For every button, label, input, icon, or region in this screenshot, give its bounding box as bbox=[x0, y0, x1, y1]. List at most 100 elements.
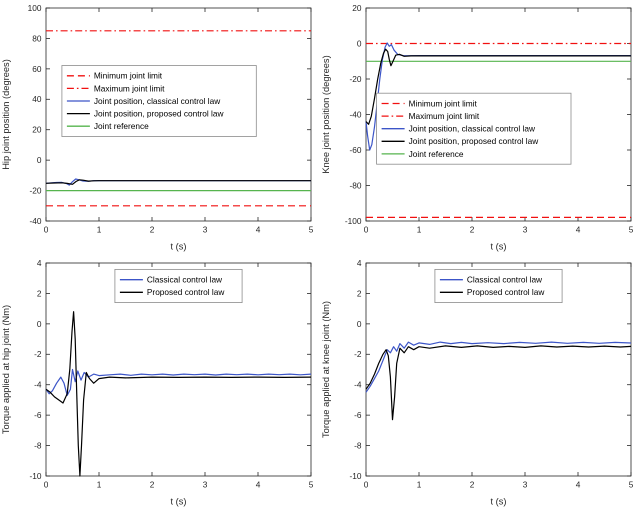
legend-label-proposed-control-law: Proposed control law bbox=[147, 287, 225, 297]
y-tick-label: 20 bbox=[32, 125, 42, 135]
y-tick-label: -20 bbox=[350, 74, 362, 84]
x-tick-label: 5 bbox=[309, 480, 314, 490]
y-tick-label: -100 bbox=[345, 216, 362, 226]
x-tick-label: 3 bbox=[203, 480, 208, 490]
y-tick-label: 4 bbox=[37, 258, 42, 268]
y-tick-label: 60 bbox=[32, 64, 42, 74]
legend-label-joint-position-classical-control-law: Joint position, classical control law bbox=[409, 124, 536, 134]
hip-position-chart: 0 1 2 3 4 5 -40 -20 0 20 40 60 80 100 t (s) Hip joint p… bbox=[0, 0, 320, 255]
legend-label-maximum-joint-limit: Maximum joint limit bbox=[94, 83, 165, 93]
y-tick-label: -6 bbox=[34, 410, 42, 420]
y-axis-label: Hip joint position (degrees) bbox=[1, 59, 11, 170]
legend-box bbox=[434, 268, 563, 303]
hip-torque-panel: 0 1 2 3 4 5 -10 -8 -6 -4 -2 0 2 4 t (s) Torque applied … bbox=[0, 255, 320, 510]
y-tick-label: 2 bbox=[37, 288, 42, 298]
tick-marks bbox=[45, 262, 312, 477]
legend-label-proposed-control-law: Proposed control law bbox=[467, 287, 545, 297]
y-axis-label: Knee joint position (degrees) bbox=[321, 55, 331, 173]
legend-box bbox=[376, 92, 572, 165]
y-tick-label: 0 bbox=[37, 155, 42, 165]
x-tick-label: 0 bbox=[44, 480, 49, 490]
y-tick-label: -60 bbox=[350, 145, 362, 155]
legend-label-joint-reference: Joint reference bbox=[94, 121, 149, 131]
legend-label-minimum-joint-limit: Minimum joint limit bbox=[94, 71, 163, 81]
x-tick-label: 0 bbox=[364, 480, 369, 490]
y-tick-label: -6 bbox=[354, 410, 362, 420]
hip-position-panel: 0 1 2 3 4 5 -40 -20 0 20 40 60 80 100 t (s) Hip joint p… bbox=[0, 0, 320, 255]
x-tick-label: 2 bbox=[150, 225, 155, 235]
legend-label-joint-position-proposed-control-law: Joint position, proposed control law bbox=[409, 136, 540, 146]
y-tick-label: 4 bbox=[357, 258, 362, 268]
x-tick-label: 4 bbox=[576, 480, 581, 490]
x-tick-label: 1 bbox=[97, 225, 102, 235]
x-tick-label: 2 bbox=[150, 480, 155, 490]
x-tick-label: 1 bbox=[417, 480, 422, 490]
legend: Minimum joint limit Maximum joint limit Jo… bbox=[61, 65, 257, 137]
y-tick-label: 2 bbox=[357, 288, 362, 298]
x-tick-label: 0 bbox=[364, 225, 369, 235]
y-axis-label: Torque applied at hip joint (Nm) bbox=[1, 305, 11, 434]
knee-position-chart: 0 1 2 3 4 5 -100 -80 -60 -40 -20 0 20 t (s) Knee joint… bbox=[320, 0, 640, 255]
y-tick-label: -2 bbox=[34, 349, 42, 359]
series-classical-control-law bbox=[365, 341, 632, 393]
x-axis-label: t (s) bbox=[170, 497, 186, 507]
legend: Classical control law Proposed control la… bbox=[434, 268, 563, 303]
series-joint-position-proposed-control-law bbox=[45, 179, 311, 185]
x-tick-label: 1 bbox=[97, 480, 102, 490]
y-tick-label: -8 bbox=[354, 440, 362, 450]
y-tick-label: -10 bbox=[350, 471, 362, 481]
knee-torque-panel: 0 1 2 3 4 5 -10 -8 -6 -4 -2 0 2 4 t (s) Torque applied … bbox=[320, 255, 640, 510]
x-tick-label: 3 bbox=[523, 225, 528, 235]
x-tick-label: 5 bbox=[309, 225, 314, 235]
x-axis-label: t (s) bbox=[490, 242, 506, 252]
x-tick-label: 5 bbox=[629, 225, 634, 235]
x-tick-label: 3 bbox=[203, 225, 208, 235]
legend-label-joint-position-classical-control-law: Joint position, classical control law bbox=[94, 96, 221, 106]
series-joint-position-proposed-control-law bbox=[365, 48, 631, 125]
x-tick-label: 2 bbox=[470, 480, 475, 490]
y-tick-label: -40 bbox=[350, 109, 362, 119]
legend: Minimum joint limit Maximum joint limit Jo… bbox=[376, 92, 572, 165]
knee-torque-chart: 0 1 2 3 4 5 -10 -8 -6 -4 -2 0 2 4 t (s) Torque applied … bbox=[320, 255, 640, 510]
knee-position-panel: 0 1 2 3 4 5 -100 -80 -60 -40 -20 0 20 t (s) Knee joint… bbox=[320, 0, 640, 255]
x-tick-label: 3 bbox=[523, 480, 528, 490]
y-tick-label: -40 bbox=[30, 216, 42, 226]
legend-label-minimum-joint-limit: Minimum joint limit bbox=[409, 98, 478, 108]
y-tick-label: -20 bbox=[30, 185, 42, 195]
y-tick-label: 40 bbox=[32, 94, 42, 104]
x-tick-label: 2 bbox=[470, 225, 475, 235]
x-tick-label: 4 bbox=[576, 225, 581, 235]
y-tick-label: 80 bbox=[32, 33, 42, 43]
y-tick-label: 20 bbox=[352, 3, 362, 13]
y-tick-label: -4 bbox=[354, 380, 362, 390]
y-tick-label: 100 bbox=[28, 3, 42, 13]
y-tick-label: -2 bbox=[354, 349, 362, 359]
legend-label-maximum-joint-limit: Maximum joint limit bbox=[409, 111, 480, 121]
y-tick-label: -10 bbox=[30, 471, 42, 481]
x-tick-label: 4 bbox=[256, 480, 261, 490]
x-axis-label: t (s) bbox=[170, 242, 186, 252]
y-axis-label: Torque applied at knee joint (Nm) bbox=[321, 301, 331, 438]
legend-label-joint-reference: Joint reference bbox=[409, 149, 464, 159]
y-tick-label: 0 bbox=[37, 319, 42, 329]
legend-box bbox=[114, 268, 243, 303]
hip-torque-chart: 0 1 2 3 4 5 -10 -8 -6 -4 -2 0 2 4 t (s) Torque applied … bbox=[0, 255, 320, 510]
y-tick-label: -80 bbox=[350, 180, 362, 190]
tick-marks bbox=[365, 262, 632, 477]
legend-label-classical-control-law: Classical control law bbox=[147, 275, 223, 285]
y-tick-label: 0 bbox=[357, 38, 362, 48]
series-proposed-control-law bbox=[45, 311, 312, 477]
x-tick-label: 5 bbox=[629, 480, 634, 490]
x-tick-label: 4 bbox=[256, 225, 261, 235]
tick-marks bbox=[365, 7, 632, 222]
x-tick-label: 1 bbox=[417, 225, 422, 235]
x-axis-label: t (s) bbox=[490, 497, 506, 507]
y-tick-label: -8 bbox=[34, 440, 42, 450]
legend-label-classical-control-law: Classical control law bbox=[467, 275, 543, 285]
x-tick-label: 0 bbox=[44, 225, 49, 235]
legend-label-joint-position-proposed-control-law: Joint position, proposed control law bbox=[94, 109, 225, 119]
legend-box bbox=[61, 65, 257, 137]
y-tick-label: 0 bbox=[357, 319, 362, 329]
y-tick-label: -4 bbox=[34, 380, 42, 390]
